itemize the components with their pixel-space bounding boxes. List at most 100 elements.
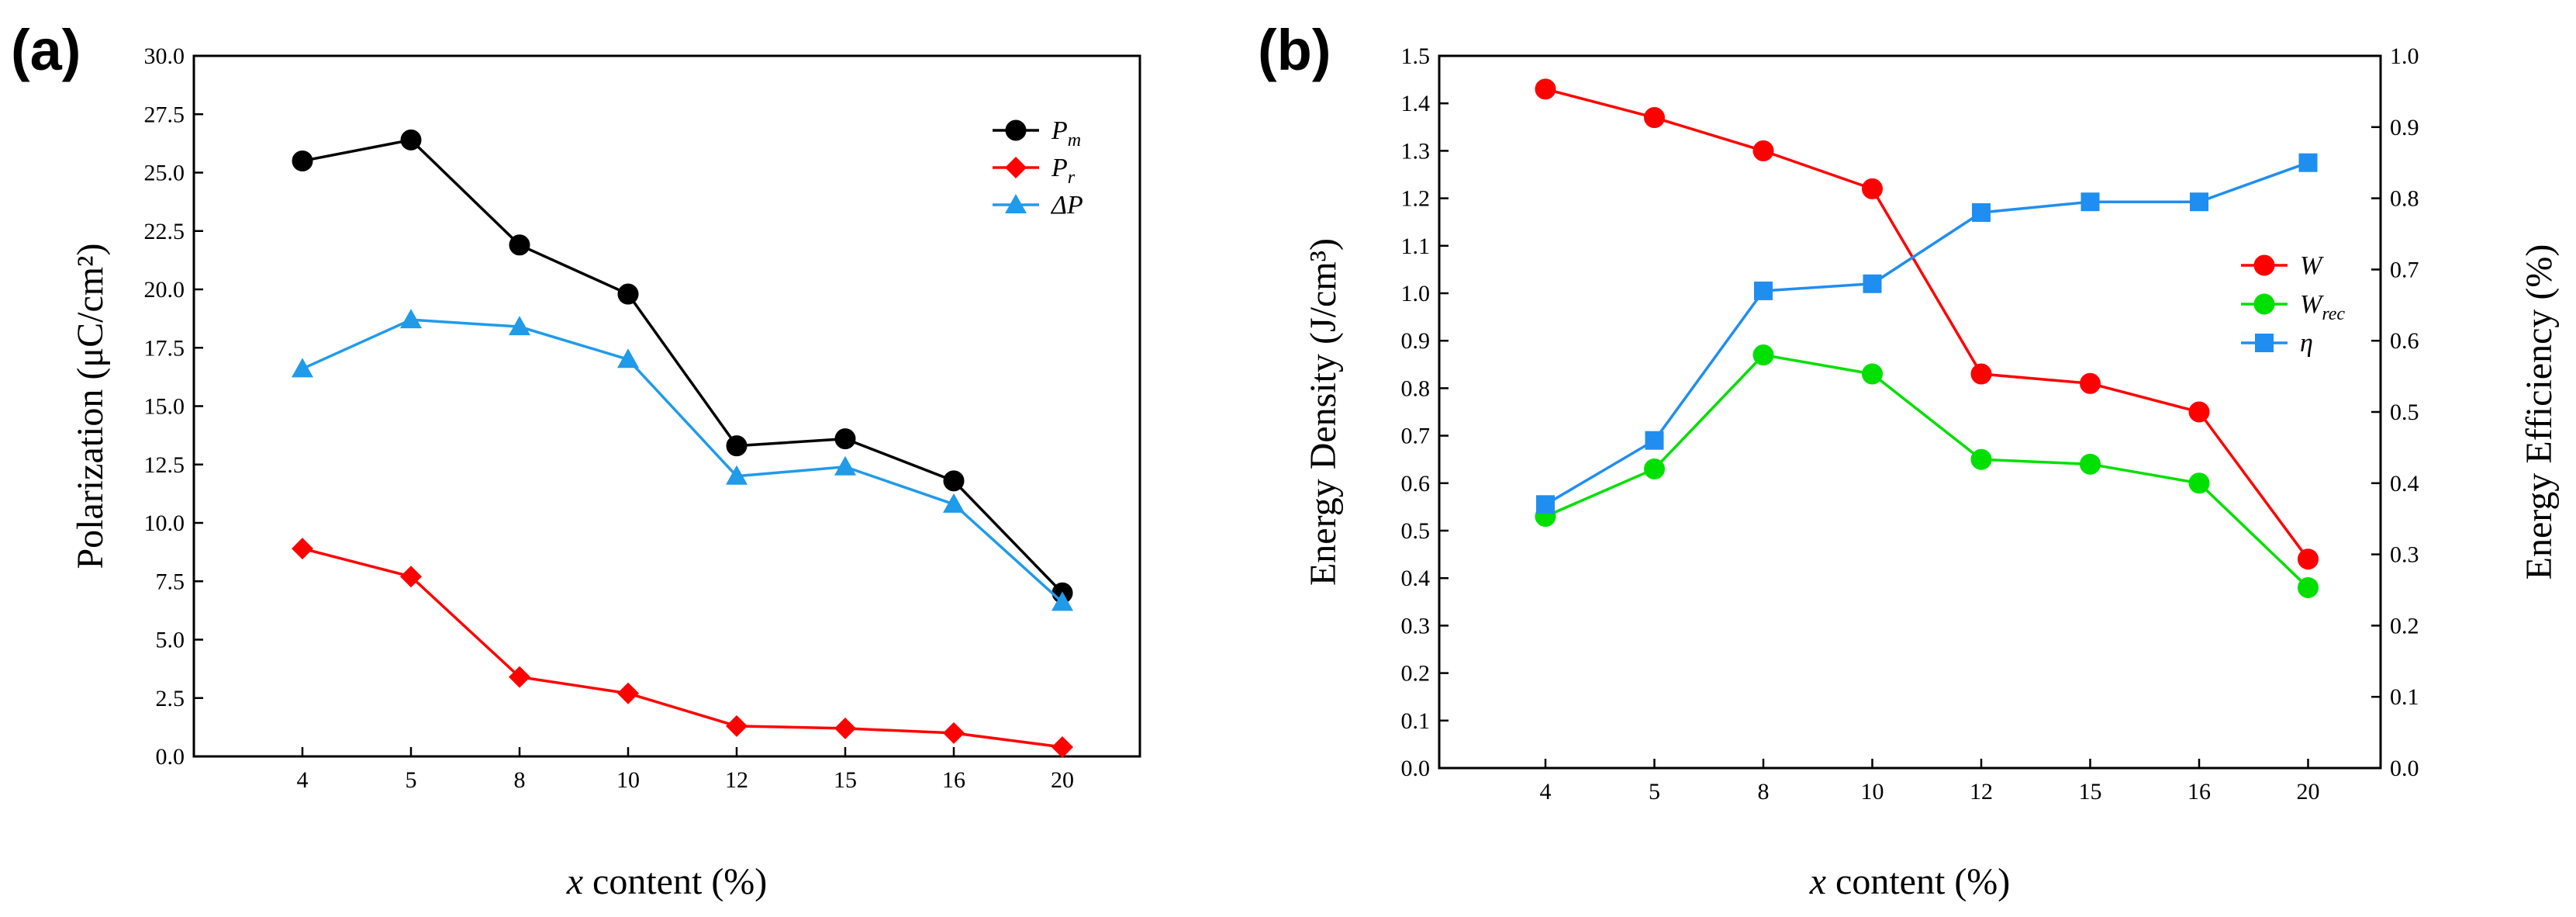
data-point-η <box>2080 192 2100 212</box>
data-point-Wrec <box>2080 453 2101 475</box>
y-tick-label: 10.0 <box>144 510 185 536</box>
data-point-Pr <box>509 666 530 688</box>
data-point-Pm <box>943 470 965 492</box>
y-tick-label: 20.0 <box>144 277 185 303</box>
data-point-η <box>1645 431 1664 450</box>
legend-label-ΔP: ΔP <box>1050 191 1083 220</box>
y-tick-label: 1.0 <box>1401 281 1431 306</box>
x-tick-label: 4 <box>1540 779 1552 805</box>
data-point-ΔP <box>1051 591 1073 611</box>
data-point-ΔP <box>400 309 422 329</box>
x-tick-label: 10 <box>616 767 640 793</box>
legend-marker-η <box>2255 334 2274 352</box>
data-point-η <box>2298 153 2318 172</box>
legend-marker-Wrec <box>2253 293 2275 315</box>
y-tick-label: 12.5 <box>144 452 185 478</box>
data-point-Pr <box>726 715 748 737</box>
data-point-ΔP <box>509 316 530 336</box>
y-right-tick-label: 0.8 <box>2390 186 2419 212</box>
y-tick-label: 1.3 <box>1401 138 1431 164</box>
y-right-tick-label: 1.0 <box>2390 43 2419 69</box>
data-point-Wrec <box>2188 472 2210 494</box>
data-point-Pr <box>834 717 856 739</box>
y-tick-label: 0.3 <box>1401 613 1431 638</box>
legend-label-Pr: Pr <box>1051 154 1076 188</box>
data-point-Pr <box>617 682 639 704</box>
y-right-tick-label: 0.3 <box>2390 542 2419 568</box>
y-right-tick-label: 0.0 <box>2390 756 2419 781</box>
data-point-W <box>1752 140 1774 161</box>
data-point-W <box>1535 78 1556 100</box>
y-tick-label: 0.5 <box>1401 518 1431 544</box>
data-point-ΔP <box>617 348 639 369</box>
legend-label-η: η <box>2300 329 2313 358</box>
series-line-Pm <box>302 138 1064 594</box>
x-tick-label: 5 <box>1649 779 1660 805</box>
data-point-Wrec <box>1970 448 1992 470</box>
y-tick-label: 2.5 <box>156 686 185 711</box>
y-right-tick-label: 0.9 <box>2390 115 2419 140</box>
data-point-Pm <box>292 150 313 171</box>
data-point-Pm <box>726 435 748 457</box>
y-tick-label: 25.0 <box>144 161 185 186</box>
y-tick-label: 1.4 <box>1401 91 1431 116</box>
y-tick-label: 0.0 <box>1401 756 1431 781</box>
y-tick-label: 0.2 <box>1401 661 1431 687</box>
y-tick-label: 27.5 <box>144 102 185 127</box>
x-axis-title: x content (%) <box>1809 861 2011 902</box>
panel-label: (a) <box>11 18 81 82</box>
data-point-η <box>1536 495 1555 514</box>
data-point-W <box>2298 548 2319 570</box>
legend-marker-Pr <box>1005 157 1027 178</box>
data-point-W <box>2188 401 2210 423</box>
data-point-ΔP <box>726 465 748 485</box>
y-tick-label: 22.5 <box>144 219 185 244</box>
y-right-tick-label: 0.5 <box>2390 400 2419 425</box>
x-tick-label: 12 <box>1970 779 1993 805</box>
data-point-ΔP <box>834 455 856 476</box>
x-tick-label: 16 <box>942 767 965 793</box>
data-point-η <box>2190 192 2208 212</box>
y-axis-title: Energy Density (J/cm³) <box>1303 238 1344 586</box>
y-right-tick-label: 0.7 <box>2390 257 2419 282</box>
x-tick-label: 8 <box>1758 779 1770 805</box>
chart-panel-a: (a) 0.0 2.5 5.0 7.5 10.0 12.5 15.0 17.5 20.0 22.5 2… <box>11 18 1141 902</box>
series-line-Pr <box>302 547 1063 749</box>
y-right-tick-label: 0.1 <box>2390 684 2419 710</box>
data-point-ΔP <box>292 358 313 378</box>
y-tick-label: 15.0 <box>144 394 185 420</box>
y-tick-label: 0.1 <box>1401 708 1431 734</box>
data-point-W <box>1970 363 1992 385</box>
y-tick-label: 0.4 <box>1401 566 1431 591</box>
legend-label-W: W <box>2300 251 2324 280</box>
chart-panel-b: (b) 0.0 0.1 0.2 0.3 0.4 0.5 0.6 0.7 0.8 0.9 1.0 1.1 1… <box>1258 18 2560 902</box>
y-tick-label: 17.5 <box>144 335 185 361</box>
y-axis-title: Polarization (μC/cm²) <box>70 243 111 569</box>
data-point-Pr <box>400 566 422 588</box>
data-point-Pr <box>292 538 313 560</box>
data-point-Wrec <box>1752 344 1774 366</box>
plot-frame <box>192 54 1141 758</box>
y-right-tick-label: 0.6 <box>2390 328 2419 354</box>
y-tick-label: 7.5 <box>156 569 185 594</box>
y-right-tick-label: 0.4 <box>2390 471 2419 497</box>
y-tick-label: 0.8 <box>1401 375 1431 401</box>
data-point-η <box>1863 274 1882 293</box>
y-right-axis-title: Energy Efficiency (%) <box>2519 244 2560 580</box>
y-tick-label: 1.5 <box>1401 43 1431 69</box>
data-point-W <box>1862 178 1883 199</box>
x-tick-label: 4 <box>297 767 309 793</box>
x-tick-label: 15 <box>2079 779 2102 805</box>
y-tick-label: 0.6 <box>1401 471 1431 497</box>
x-tick-label: 20 <box>1051 767 1074 793</box>
legend-label-Pm: Pm <box>1051 116 1081 151</box>
legend-marker-ΔP <box>1005 194 1027 213</box>
x-tick-label: 20 <box>2297 779 2320 805</box>
data-point-Wrec <box>1862 363 1883 385</box>
data-point-Pm <box>509 234 530 256</box>
plot-frame <box>1438 54 2382 770</box>
x-axis-title: x content (%) <box>566 861 768 902</box>
y-tick-label: 5.0 <box>156 628 185 653</box>
data-point-Pm <box>617 283 639 305</box>
